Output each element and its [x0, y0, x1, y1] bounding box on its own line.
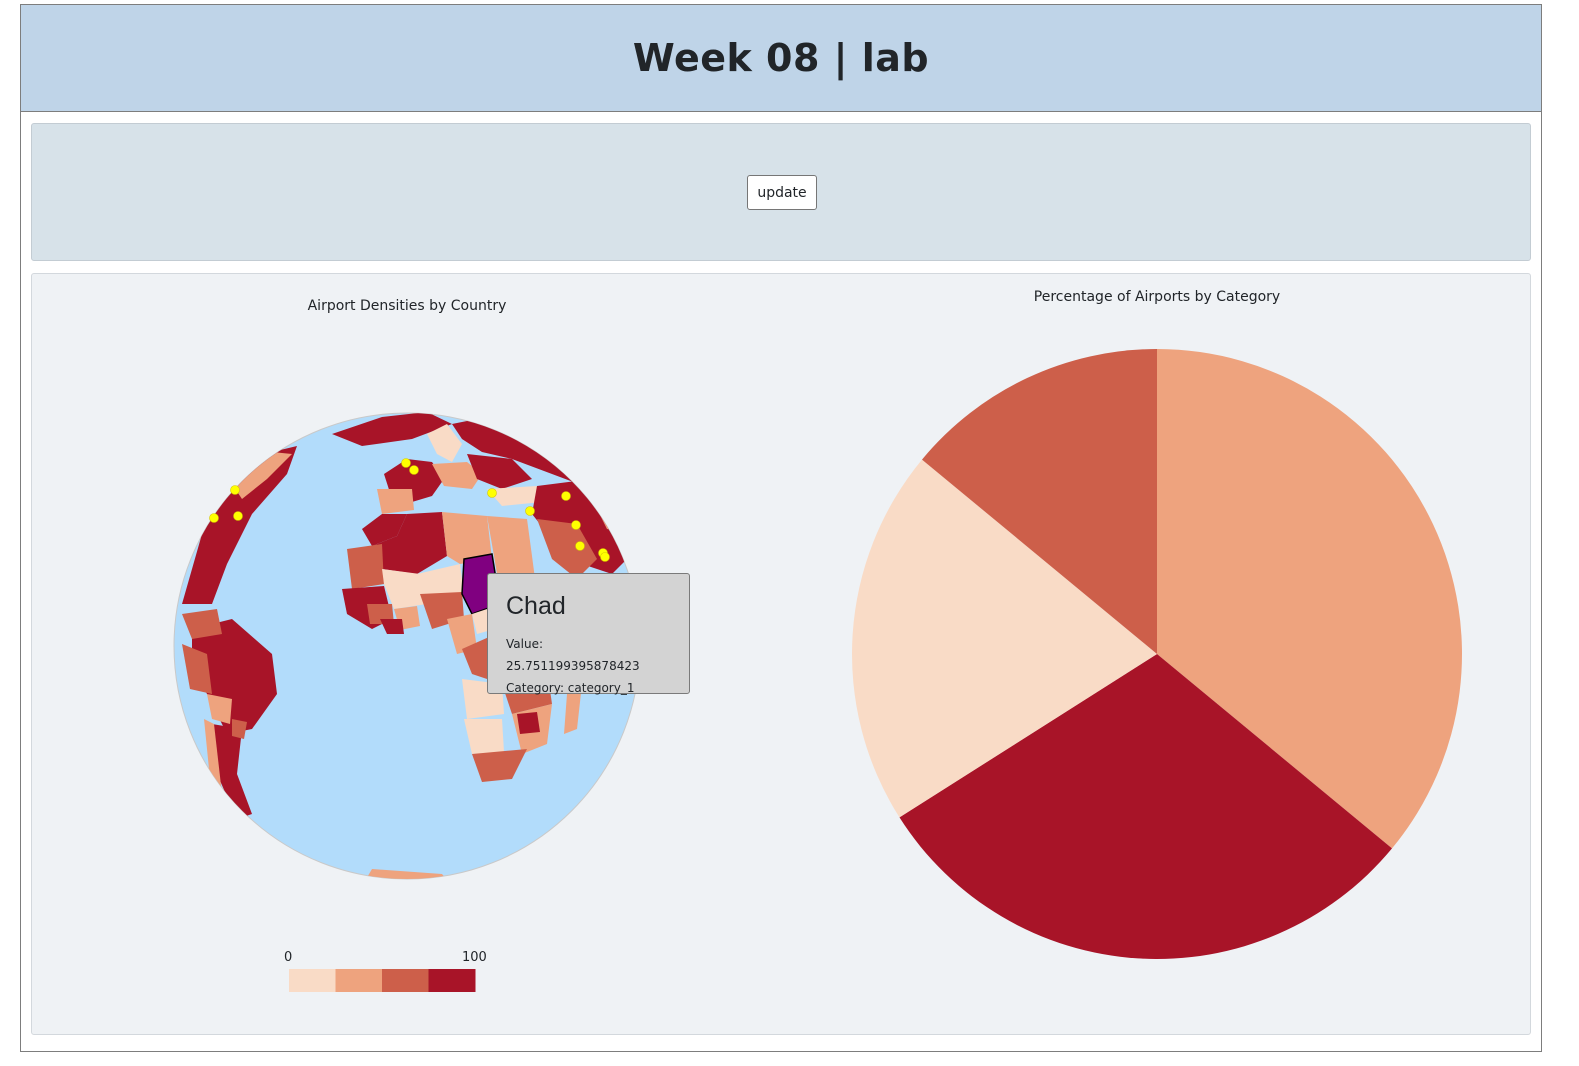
tooltip-value: Value: 25.751199395878423 — [506, 637, 640, 673]
airport-marker[interactable] — [525, 506, 535, 516]
legend-min-label: 0 — [284, 950, 293, 965]
country-iberia[interactable] — [377, 489, 414, 514]
country-mali[interactable] — [382, 569, 427, 609]
map-legend — [289, 969, 476, 992]
tooltip-country-name: Chad — [506, 592, 566, 620]
country-arabia[interactable] — [537, 519, 597, 579]
country-cameroon[interactable] — [447, 614, 477, 654]
legend-max-label: 100 — [462, 950, 487, 965]
legend-swatch — [428, 969, 476, 992]
country-north-america-coast[interactable] — [232, 452, 292, 499]
airport-marker[interactable] — [209, 513, 219, 523]
airport-markers — [209, 458, 610, 562]
page-header: Week 08 | lab — [21, 5, 1541, 112]
pie-slice[interactable] — [899, 654, 1393, 960]
antarctica-sliver — [362, 869, 452, 879]
pie-chart — [851, 349, 1462, 960]
airport-marker[interactable] — [600, 552, 610, 562]
country-central-europe[interactable] — [432, 462, 482, 489]
country-libya[interactable] — [442, 512, 492, 564]
country-south-africa[interactable] — [472, 749, 527, 782]
country-algeria[interactable] — [372, 512, 447, 574]
airport-marker[interactable] — [571, 520, 581, 530]
country-colombia[interactable] — [182, 609, 222, 639]
country-mauritania[interactable] — [347, 544, 384, 589]
pie-slice[interactable] — [851, 459, 1157, 818]
country-paraguay[interactable] — [232, 719, 247, 739]
legend-swatch — [335, 969, 383, 992]
country-namibia[interactable] — [464, 719, 504, 754]
airport-marker[interactable] — [401, 458, 411, 468]
airport-marker[interactable] — [561, 491, 571, 501]
app-frame: Week 08 | lab update Airport Densities b… — [20, 4, 1542, 1052]
country-north-america[interactable] — [182, 446, 297, 604]
country-scandinavia[interactable] — [427, 424, 462, 462]
globe-map[interactable] — [32, 274, 1532, 1036]
country-argentina[interactable] — [212, 724, 252, 819]
map-title: Airport Densities by Country — [307, 298, 507, 314]
country-egypt[interactable] — [487, 516, 532, 556]
airport-marker[interactable] — [575, 541, 585, 551]
update-button[interactable]: update — [747, 175, 817, 210]
pie-title: Percentage of Airports by Category — [1033, 289, 1281, 305]
tooltip-category: Category: category_1 — [506, 681, 635, 695]
airport-marker[interactable] — [409, 465, 419, 475]
control-panel: update — [31, 123, 1531, 261]
legend-swatch — [382, 969, 429, 992]
country-morocco[interactable] — [362, 514, 407, 546]
country-bolivia[interactable] — [207, 694, 232, 724]
airport-marker[interactable] — [487, 488, 497, 498]
airport-marker[interactable] — [233, 511, 243, 521]
pie-slice[interactable] — [1157, 349, 1462, 849]
legend-swatch — [289, 969, 336, 992]
pie-slice[interactable] — [921, 349, 1157, 654]
page-title: Week 08 | lab — [632, 36, 930, 80]
airport-marker[interactable] — [230, 485, 240, 495]
country-peru[interactable] — [182, 644, 212, 694]
country-greenland[interactable] — [332, 412, 452, 446]
country-turkey[interactable] — [487, 486, 542, 506]
country-chile[interactable] — [204, 719, 222, 799]
country-ivory-coast[interactable] — [380, 619, 404, 634]
country-madagascar[interactable] — [564, 684, 582, 734]
country-zimbabwe[interactable] — [517, 712, 540, 734]
country-eastern-europe[interactable] — [467, 454, 532, 489]
country-tooltip: Chad Value: 25.751199395878423 Category:… — [487, 573, 690, 695]
visualization-panel: Airport Densities by Country Percentage … — [31, 273, 1531, 1035]
